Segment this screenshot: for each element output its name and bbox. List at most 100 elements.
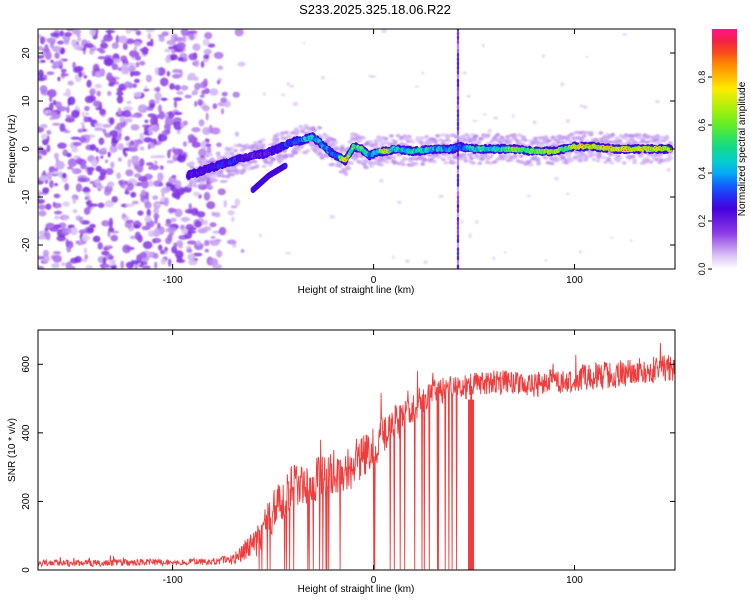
artifact-point <box>456 238 460 244</box>
noise-blob <box>206 145 212 155</box>
faint-blob <box>303 42 306 45</box>
noise-blob <box>135 164 144 173</box>
artifact-point <box>456 61 460 67</box>
halo-blob <box>261 164 267 169</box>
noise-blob <box>152 252 159 259</box>
noise-blob <box>158 183 164 187</box>
halo-blob <box>495 132 501 137</box>
noise-blob <box>47 89 57 98</box>
snr-x-tick-label: -100 <box>163 575 183 586</box>
faint-blob <box>655 99 660 104</box>
noise-blob <box>139 48 150 52</box>
noise-blob <box>217 188 226 196</box>
ridge-core <box>351 147 354 150</box>
noise-blob <box>204 219 208 226</box>
noise-blob <box>82 188 91 193</box>
halo-blob <box>451 160 457 165</box>
faint-blob <box>381 29 388 34</box>
noise-blob <box>108 82 115 87</box>
noise-blob <box>154 160 158 165</box>
noise-blob <box>97 56 107 60</box>
noise-blob <box>54 183 59 187</box>
noise-blob <box>71 266 76 269</box>
noise-blob <box>39 85 48 94</box>
noise-blob <box>173 117 182 124</box>
halo-blob <box>310 143 316 147</box>
noise-blob <box>203 54 210 59</box>
halo-blob <box>279 157 285 162</box>
noise-blob <box>110 161 115 169</box>
noise-blob <box>72 197 77 204</box>
noise-blob <box>170 53 178 61</box>
noise-blob <box>216 142 222 148</box>
noise-blob <box>105 168 114 176</box>
halo-blob <box>260 145 266 150</box>
noise-blob <box>216 250 223 258</box>
noise-blob <box>157 34 165 38</box>
noise-blob <box>209 222 217 228</box>
halo-blob <box>637 133 643 137</box>
noise-blob <box>192 76 199 82</box>
noise-blob <box>60 68 67 73</box>
artifact-point <box>456 52 460 58</box>
noise-blob <box>164 117 174 127</box>
noise-blob <box>67 96 76 106</box>
faint-blob <box>565 119 571 124</box>
noise-blob <box>53 224 62 229</box>
noise-blob <box>149 38 154 47</box>
halo-blob <box>629 137 635 142</box>
halo-blob <box>348 161 354 165</box>
faint-blob <box>462 71 467 75</box>
noise-blob <box>219 179 228 183</box>
halo-blob <box>469 156 475 160</box>
noise-blob <box>76 33 81 38</box>
noise-blob <box>230 205 238 209</box>
noise-blob <box>182 34 187 43</box>
noise-blob <box>79 216 84 224</box>
noise-blob <box>160 97 168 102</box>
faint-blob <box>258 233 262 238</box>
noise-blob <box>198 119 205 127</box>
noise-blob <box>131 200 139 205</box>
noise-blob <box>57 142 67 149</box>
noise-blob <box>135 61 140 68</box>
noise-blob <box>221 91 228 97</box>
noise-blob <box>53 152 59 160</box>
halo-blob <box>298 124 304 129</box>
noise-blob <box>64 183 70 191</box>
halo-blob <box>560 156 566 160</box>
noise-blob <box>99 49 106 54</box>
noise-blob <box>40 123 48 129</box>
noise-blob <box>125 169 134 177</box>
noise-blob <box>204 31 213 40</box>
noise-blob <box>226 239 237 245</box>
noise-blob <box>155 203 161 207</box>
noise-blob <box>96 90 101 97</box>
noise-blob <box>234 29 244 37</box>
noise-blob <box>148 126 153 135</box>
spectrogram-x-tick-label: 100 <box>566 275 583 286</box>
halo-blob <box>470 161 476 165</box>
noise-blob <box>177 57 184 62</box>
noise-blob <box>83 247 88 255</box>
artifact-point <box>456 164 460 170</box>
noise-blob <box>81 111 86 118</box>
noise-blob <box>192 252 203 257</box>
halo-blob <box>598 131 604 135</box>
noise-blob <box>123 106 133 111</box>
noise-blob <box>109 130 119 137</box>
noise-blob <box>52 99 57 106</box>
noise-blob <box>203 88 210 95</box>
faint-blob <box>468 233 472 239</box>
halo-blob <box>317 125 323 130</box>
faint-blob <box>475 219 479 224</box>
faint-blob <box>482 43 485 48</box>
halo-blob <box>296 148 302 153</box>
noise-blob <box>209 88 219 96</box>
artifact-point <box>456 95 460 101</box>
noise-blob <box>181 228 189 235</box>
noise-blob <box>86 79 92 88</box>
noise-blob <box>64 32 73 37</box>
noise-blob <box>147 32 152 40</box>
noise-blob <box>116 172 122 180</box>
